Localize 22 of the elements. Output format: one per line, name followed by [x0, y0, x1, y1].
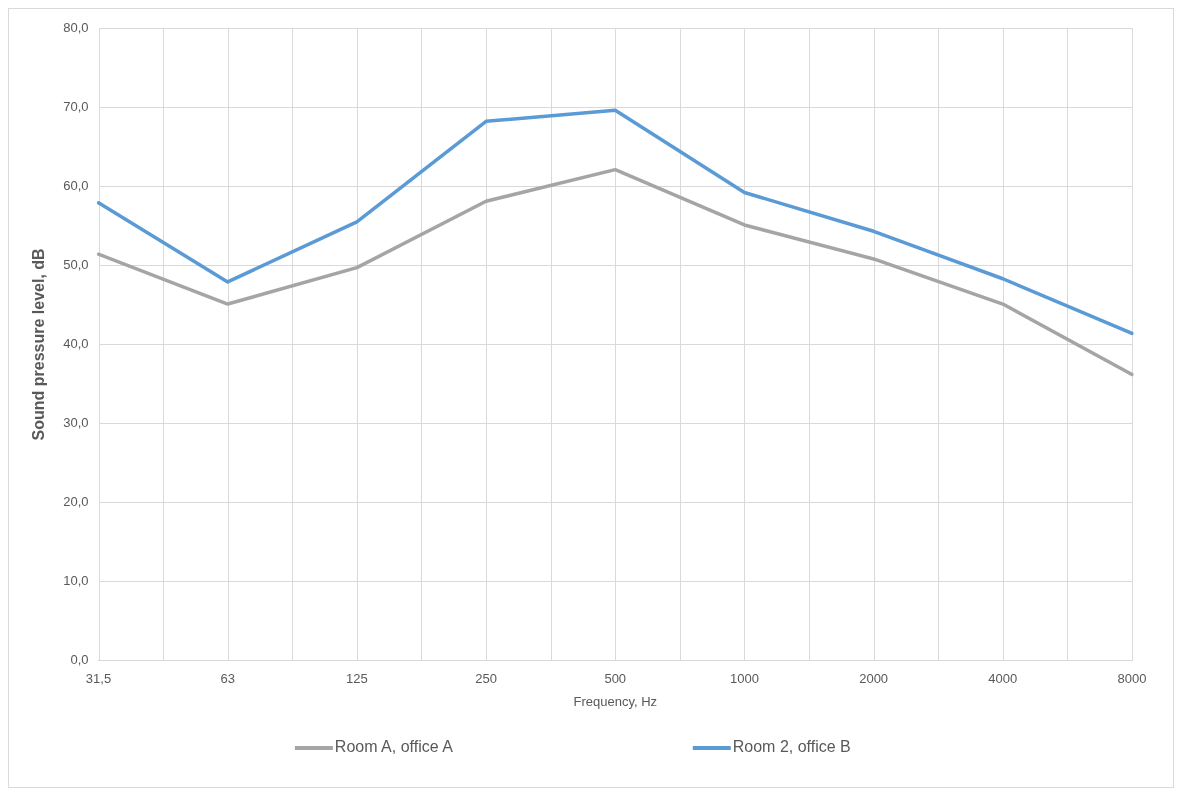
y-tick-label: 60,0 — [63, 177, 89, 193]
x-tick-label: 31,5 — [85, 671, 112, 687]
x-tick-label: 500 — [604, 671, 627, 687]
x-tick-label: 125 — [346, 671, 368, 687]
y-tick-label: 10,0 — [63, 573, 89, 589]
legend-label: Room A, office A — [334, 738, 454, 756]
y-tick-label: 40,0 — [63, 335, 89, 351]
y-tick-label: 0,0 — [70, 652, 89, 668]
x-tick-label: 8000 — [1117, 671, 1147, 687]
y-tick-label: 30,0 — [63, 415, 89, 431]
x-tick-label: 63 — [220, 671, 235, 687]
x-tick-label: 4000 — [988, 671, 1018, 687]
x-axis-title: Frequency, Hz — [573, 693, 658, 709]
y-axis-title: Sound pressure level, dB — [30, 248, 48, 441]
legend-label: Room 2, office B — [732, 738, 851, 756]
y-tick-label: 70,0 — [63, 98, 89, 114]
x-tick-label: 250 — [475, 671, 497, 687]
x-tick-label: 2000 — [859, 671, 889, 687]
x-tick-label: 1000 — [729, 671, 759, 687]
y-tick-label: 20,0 — [63, 494, 89, 510]
y-tick-label: 80,0 — [63, 19, 89, 35]
y-tick-label: 50,0 — [63, 256, 89, 272]
